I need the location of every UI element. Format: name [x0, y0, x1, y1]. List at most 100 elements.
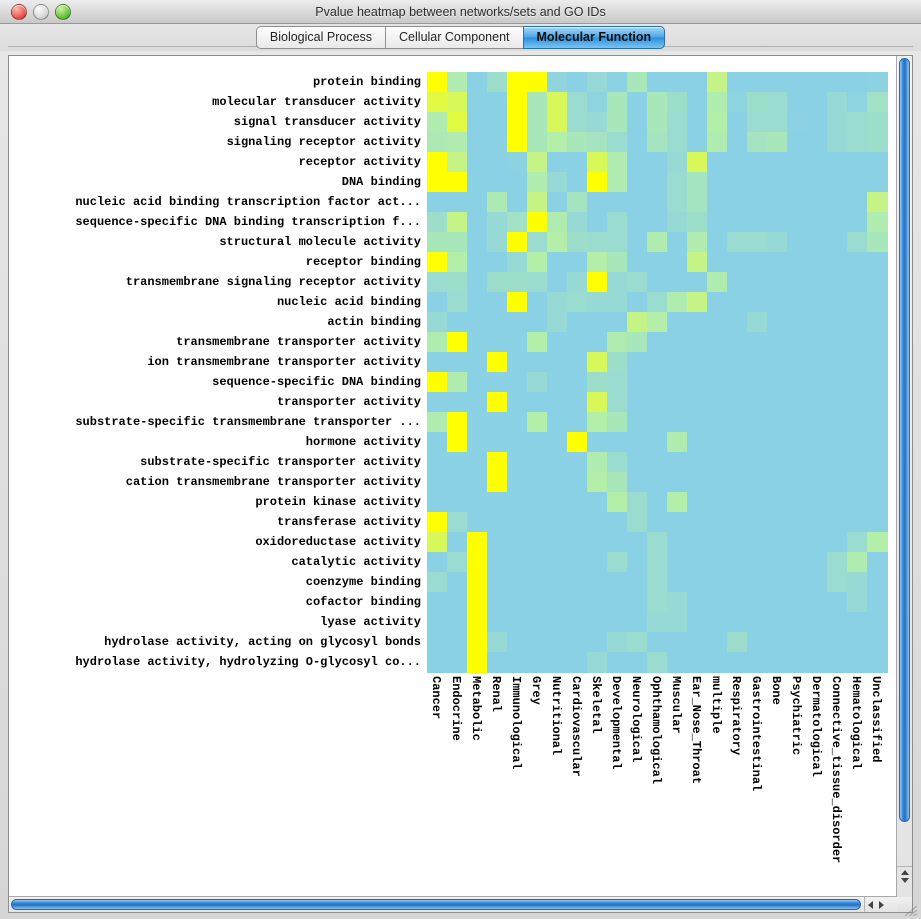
heatmap-cell[interactable] [747, 72, 768, 93]
heatmap-cell[interactable] [867, 352, 888, 373]
heatmap-cell[interactable] [527, 392, 548, 413]
heatmap-cell[interactable] [807, 312, 828, 333]
heatmap-cell[interactable] [627, 592, 648, 613]
heatmap-cell[interactable] [547, 232, 568, 253]
heatmap-cell[interactable] [807, 592, 828, 613]
heatmap-cell[interactable] [667, 512, 688, 533]
heatmap-cell[interactable] [807, 132, 828, 153]
heatmap-cell[interactable] [587, 252, 608, 273]
heatmap-cell[interactable] [647, 232, 668, 253]
heatmap-cell[interactable] [427, 332, 448, 353]
heatmap-cell[interactable] [807, 292, 828, 313]
heatmap-cell[interactable] [627, 632, 648, 653]
heatmap-cell[interactable] [707, 572, 728, 593]
heatmap-cell[interactable] [507, 272, 528, 293]
tab-biological-process[interactable]: Biological Process [255, 26, 386, 49]
heatmap-cell[interactable] [867, 112, 888, 133]
heatmap-cell[interactable] [707, 152, 728, 173]
heatmap-cell[interactable] [847, 232, 868, 253]
heatmap-cell[interactable] [447, 652, 468, 673]
heatmap-cell[interactable] [727, 152, 748, 173]
heatmap-cell[interactable] [607, 432, 628, 453]
heatmap-cell[interactable] [567, 232, 588, 253]
heatmap-cell[interactable] [767, 432, 788, 453]
heatmap-cell[interactable] [687, 592, 708, 613]
heatmap-cell[interactable] [687, 392, 708, 413]
heatmap-cell[interactable] [647, 292, 668, 313]
heatmap-cell[interactable] [847, 212, 868, 233]
heatmap-cell[interactable] [527, 432, 548, 453]
heatmap-cell[interactable] [767, 132, 788, 153]
heatmap-cell[interactable] [447, 552, 468, 573]
heatmap-cell[interactable] [587, 612, 608, 633]
heatmap-cell[interactable] [787, 172, 808, 193]
heatmap-cell[interactable] [647, 172, 668, 193]
heatmap-cell[interactable] [467, 72, 488, 93]
heatmap-cell[interactable] [787, 92, 808, 113]
heatmap-cell[interactable] [747, 172, 768, 193]
heatmap-cell[interactable] [607, 412, 628, 433]
heatmap-cell[interactable] [827, 252, 848, 273]
heatmap-cell[interactable] [727, 632, 748, 653]
heatmap-cell[interactable] [587, 212, 608, 233]
heatmap-cell[interactable] [687, 552, 708, 573]
heatmap-cell[interactable] [747, 372, 768, 393]
heatmap-cell[interactable] [807, 632, 828, 653]
heatmap-cell[interactable] [487, 212, 508, 233]
heatmap-cell[interactable] [647, 312, 668, 333]
heatmap-cell[interactable] [507, 492, 528, 513]
heatmap-cell[interactable] [727, 612, 748, 633]
heatmap-cell[interactable] [447, 312, 468, 333]
heatmap-cell[interactable] [427, 292, 448, 313]
heatmap-cell[interactable] [487, 172, 508, 193]
heatmap-cell[interactable] [827, 452, 848, 473]
heatmap-cell[interactable] [727, 92, 748, 113]
tab-molecular-function[interactable]: Molecular Function [522, 26, 666, 49]
heatmap-cell[interactable] [467, 412, 488, 433]
heatmap-cell[interactable] [767, 452, 788, 473]
heatmap-cell[interactable] [827, 532, 848, 553]
heatmap-cell[interactable] [727, 432, 748, 453]
heatmap-cell[interactable] [867, 532, 888, 553]
resize-grip-icon[interactable] [904, 905, 918, 917]
heatmap-cell[interactable] [867, 192, 888, 213]
heatmap-cell[interactable] [847, 172, 868, 193]
heatmap-cell[interactable] [847, 432, 868, 453]
heatmap-cell[interactable] [807, 92, 828, 113]
heatmap-cell[interactable] [487, 612, 508, 633]
heatmap-cell[interactable] [787, 412, 808, 433]
heatmap-cell[interactable] [467, 272, 488, 293]
heatmap-cell[interactable] [567, 612, 588, 633]
heatmap-cell[interactable] [667, 172, 688, 193]
heatmap-cell[interactable] [467, 472, 488, 493]
heatmap-cell[interactable] [647, 512, 668, 533]
heatmap-cell[interactable] [467, 312, 488, 333]
heatmap-cell[interactable] [827, 632, 848, 653]
heatmap-cell[interactable] [847, 592, 868, 613]
heatmap-cell[interactable] [587, 452, 608, 473]
heatmap-cell[interactable] [647, 452, 668, 473]
heatmap-cell[interactable] [567, 472, 588, 493]
heatmap-cell[interactable] [847, 652, 868, 673]
heatmap-cell[interactable] [547, 252, 568, 273]
heatmap-cell[interactable] [427, 352, 448, 373]
heatmap-cell[interactable] [427, 152, 448, 173]
heatmap-cell[interactable] [707, 172, 728, 193]
heatmap-cell[interactable] [487, 352, 508, 373]
heatmap-cell[interactable] [767, 412, 788, 433]
heatmap-cell[interactable] [647, 332, 668, 353]
heatmap-cell[interactable] [767, 372, 788, 393]
heatmap-cell[interactable] [507, 612, 528, 633]
heatmap-cell[interactable] [467, 512, 488, 533]
heatmap-cell[interactable] [687, 632, 708, 653]
heatmap-cell[interactable] [807, 472, 828, 493]
heatmap-cell[interactable] [487, 472, 508, 493]
heatmap-cell[interactable] [647, 352, 668, 373]
heatmap-cell[interactable] [747, 452, 768, 473]
heatmap-cell[interactable] [807, 352, 828, 373]
heatmap-cell[interactable] [607, 632, 628, 653]
heatmap-cell[interactable] [587, 412, 608, 433]
heatmap-cell[interactable] [727, 452, 748, 473]
heatmap-cell[interactable] [767, 272, 788, 293]
heatmap-cell[interactable] [647, 492, 668, 513]
